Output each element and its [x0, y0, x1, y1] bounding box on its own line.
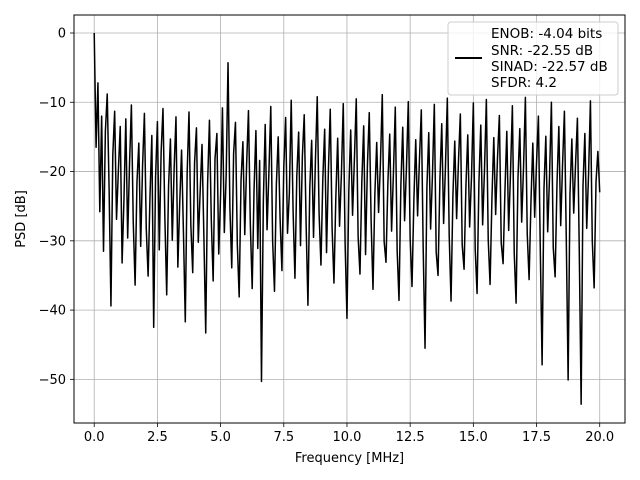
y-tick-label: −10 — [39, 96, 66, 111]
legend-entry-enob: ENOB: -4.04 bits — [491, 26, 602, 42]
legend-entry-snr: SNR: -22.55 dB — [491, 43, 593, 59]
x-tick-label: 10.0 — [332, 430, 361, 445]
x-tick-label: 5.0 — [210, 430, 231, 445]
y-tick-label: −20 — [39, 165, 66, 180]
plot-frame — [73, 14, 626, 424]
y-tick-label: −40 — [39, 304, 66, 319]
y-axis-label: PSD [dB] — [14, 190, 29, 248]
x-axis-label: Frequency [MHz] — [295, 451, 404, 466]
legend-entry-sinad: SINAD: -22.57 dB — [491, 59, 608, 75]
y-tick-label: 0 — [58, 27, 66, 42]
x-axis-ticks: 0.0 2.5 5.0 7.5 10.0 12.5 15.0 17.5 20.0 — [84, 423, 614, 445]
x-tick-label: 20.0 — [585, 430, 614, 445]
psd-series-line — [93, 32, 601, 406]
x-tick-label: 17.5 — [522, 430, 551, 445]
legend-entry-sfdr: SFDR: 4.2 — [491, 75, 557, 91]
x-tick-label: 7.5 — [273, 430, 294, 445]
x-tick-label: 15.0 — [459, 430, 488, 445]
legend: ENOB: -4.04 bits SNR: -22.55 dB SINAD: -… — [447, 21, 619, 96]
x-tick-label: 12.5 — [396, 430, 425, 445]
x-tick-label: 2.5 — [147, 430, 168, 445]
y-axis-ticks: 0 −10 −20 −30 −40 −50 — [39, 27, 74, 388]
legend-box — [447, 21, 619, 96]
y-tick-label: −30 — [39, 234, 66, 249]
x-tick-label: 0.0 — [84, 430, 105, 445]
y-tick-label: −50 — [39, 373, 66, 388]
